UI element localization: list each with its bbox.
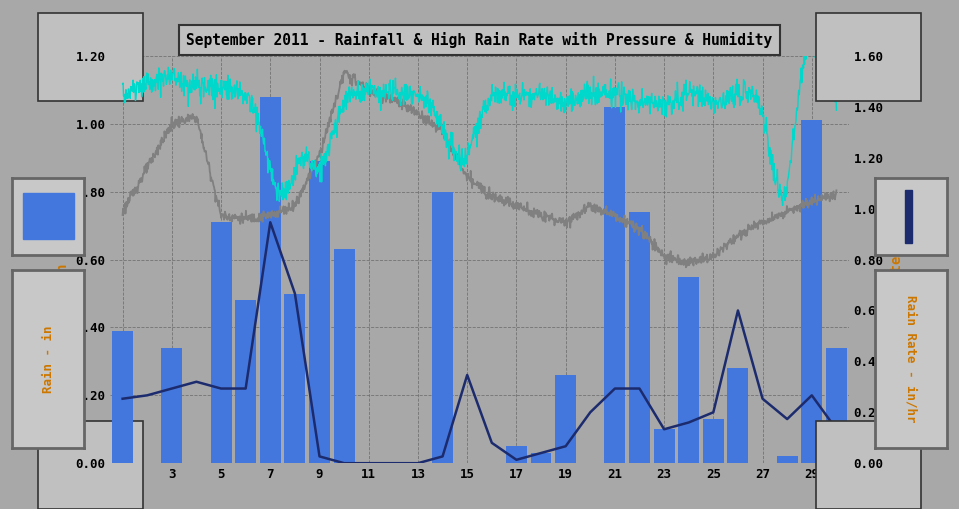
Y-axis label: Rain - in: Rain - in: [56, 222, 70, 297]
Bar: [826, 348, 847, 463]
Bar: [433, 192, 453, 463]
Bar: [604, 107, 625, 463]
Bar: [334, 249, 355, 463]
Bar: [211, 222, 231, 463]
Bar: [629, 212, 650, 463]
Bar: [555, 375, 576, 463]
Bar: [285, 294, 305, 463]
Bar: [802, 121, 822, 463]
Bar: [905, 190, 912, 243]
Text: Rain Rate - in/hr: Rain Rate - in/hr: [904, 295, 917, 422]
Bar: [309, 161, 330, 463]
Bar: [260, 97, 281, 463]
Bar: [235, 300, 256, 463]
Bar: [530, 453, 551, 463]
Bar: [777, 457, 798, 463]
Text: Rain - in: Rain - in: [42, 325, 55, 392]
Bar: [112, 331, 133, 463]
Bar: [678, 276, 699, 463]
Bar: [161, 348, 182, 463]
Bar: [23, 193, 74, 239]
Bar: [728, 368, 748, 463]
Bar: [703, 419, 724, 463]
Title: September 2011 - Rainfall & High Rain Rate with Pressure & Humidity: September 2011 - Rainfall & High Rain Ra…: [186, 32, 773, 48]
Y-axis label: Rain Rate - in/hr: Rain Rate - in/hr: [889, 188, 903, 331]
Bar: [654, 429, 674, 463]
Bar: [506, 446, 526, 463]
